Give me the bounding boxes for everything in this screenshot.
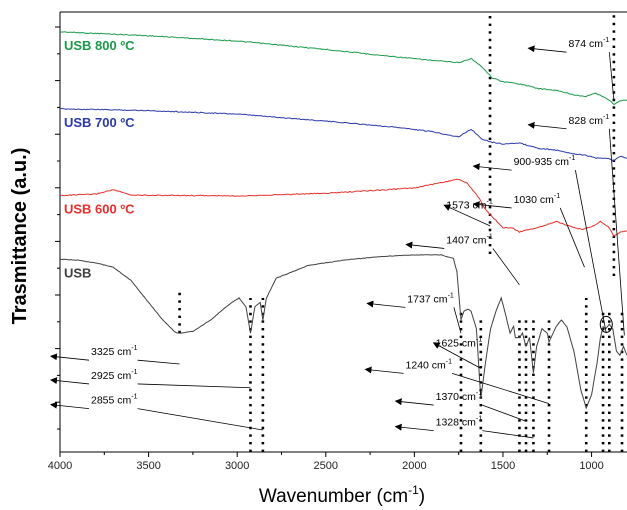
peak-annotation: 874 cm-1: [569, 37, 610, 50]
peak-annotation: 828 cm-1: [569, 114, 610, 127]
peak-annotation: 1370 cm-1: [436, 390, 483, 403]
x-axis: 4000 3500 3000 2500 2000 1500 1000: [48, 452, 604, 472]
highlight-circle: [599, 315, 613, 333]
annotation-arrow: [394, 423, 434, 431]
series-label: USB 700 ºC: [64, 115, 135, 130]
y-axis-title: Trasmittance (a.u.): [9, 148, 31, 325]
peak-annotation: 1625 cm-1: [436, 336, 483, 349]
series-label: USB: [64, 265, 91, 280]
annotation-pointer: [608, 52, 615, 101]
annotation-pointer: [574, 170, 607, 334]
series-line: [60, 107, 627, 161]
annotation-arrow: [472, 163, 512, 171]
peak-annotation: 1240 cm-1: [406, 358, 453, 371]
x-tick-label: 3000: [225, 460, 249, 472]
series-line: [59, 178, 627, 237]
annotation-arrow: [50, 377, 90, 385]
peak-annotation: 1407 cm-1: [446, 233, 493, 246]
series-layer: USB 800 ºC USB 700 ºC USB 600 ºC USB: [59, 31, 627, 410]
peak-annotation: 1737 cm-1: [407, 292, 454, 305]
annotations: 3325 cm-1 2925 cm-1 2855 cm-1 1737 cm-1 1625…: [50, 37, 625, 439]
x-tick-label: 4000: [48, 460, 72, 472]
peak-annotation: 1328 cm-1: [436, 416, 483, 429]
x-axis-title: Wavenumber (cm-1): [259, 483, 425, 507]
annotation-pointer: [137, 408, 263, 431]
annotation-arrow: [366, 300, 406, 308]
annotation-pointer: [482, 404, 527, 422]
annotation-arrow: [405, 241, 445, 249]
annotation-arrow: [364, 366, 404, 374]
series-label: USB 600 ºC: [64, 201, 135, 216]
annotation-arrow: [50, 353, 90, 361]
series-line: [59, 254, 627, 410]
x-tick-label: 3500: [136, 460, 160, 472]
annotation-pointer: [452, 373, 550, 404]
peak-annotation: 900-935 cm-1: [514, 155, 576, 168]
annotation-pointer: [453, 307, 462, 334]
x-tick-label: 2000: [402, 460, 426, 472]
x-tick-label: 1500: [491, 460, 515, 472]
annotation-pointer: [482, 430, 534, 439]
series-label: USB 800 ºC: [64, 38, 135, 53]
annotation-pointer: [137, 359, 180, 365]
peak-annotation: 1030 cm-1: [514, 193, 561, 206]
x-tick-label: 2500: [314, 460, 338, 472]
plot-frame: [59, 11, 627, 453]
annotation-arrow: [443, 204, 491, 227]
annotation-pointer: [559, 207, 585, 268]
annotation-arrow: [472, 201, 512, 209]
annotation-pointer: [492, 248, 520, 286]
peak-annotation: 2855 cm-1: [91, 394, 138, 407]
series-line: [59, 31, 627, 106]
annotation-arrow: [432, 342, 482, 369]
guide-lines: [178, 12, 624, 452]
annotation-arrow: [527, 121, 567, 130]
annotation-pointer: [137, 383, 251, 389]
x-tick-label: 1000: [579, 460, 603, 472]
annotation-pointer: [608, 128, 625, 336]
annotation-arrow: [50, 401, 90, 409]
annotation-arrow: [394, 398, 434, 406]
y-axis: [55, 26, 60, 430]
peak-annotation: 3325 cm-1: [91, 345, 138, 358]
annotation-arrow: [527, 45, 567, 53]
peak-annotation: 2925 cm-1: [91, 369, 138, 382]
